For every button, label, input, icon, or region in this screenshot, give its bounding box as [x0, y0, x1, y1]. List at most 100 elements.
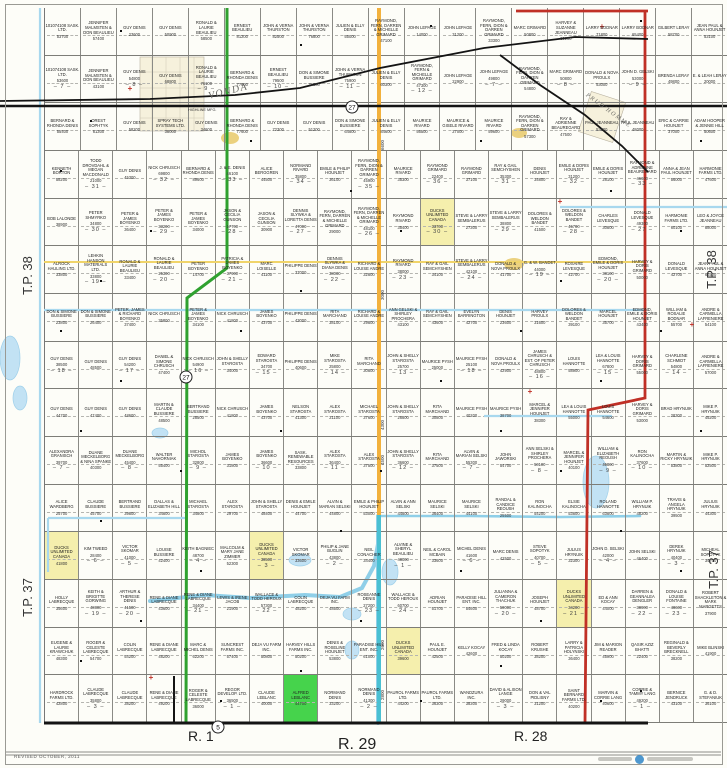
section-number: – 27 –	[289, 229, 312, 236]
parcel-owner: NICK CHRUSCH	[148, 164, 180, 170]
parcel-assessment-value: 34800	[90, 221, 102, 227]
parcel: EVELYN BARRINGTON 42700	[455, 294, 490, 341]
parcel-assessment-value: 33200	[158, 223, 170, 229]
parcel-assessment-value: 30800	[363, 367, 375, 373]
section-number: – 7 –	[462, 465, 481, 472]
parcel-owner: RONALD & LAURIE BEAULIEU	[195, 20, 217, 35]
parcel-owner: MARTIN & CLAUDE BUSSIERE	[153, 401, 175, 416]
parcel-assessment-value: 25100	[465, 362, 478, 368]
parcel: DONALD LEVESQUE 49300– 27 –	[626, 198, 660, 246]
parcel-owner: RITA MARCHAND	[425, 451, 450, 462]
parcel-owner: JULIUS HRYNUIK	[564, 547, 584, 557]
parcel: NICK CHRUSCH 41800	[216, 389, 250, 437]
parcel-owner: G. & W. BANDET	[523, 260, 556, 266]
parcel-assessment-value: 40000	[260, 701, 273, 707]
parcel: EMILE & DORIS HOUNJET 28100	[592, 151, 626, 198]
parcel-assessment-value: 28100	[602, 176, 614, 182]
parcel-assessment-value: 44800	[329, 510, 341, 516]
parcel: CHARLES LEVESQUE 30800	[592, 198, 626, 246]
section-number: – 19 –	[528, 272, 551, 279]
parcel-owner: JASON & CECILIA GUNSON	[257, 211, 276, 226]
parcel: STEVE & LARRY SEMBALERUS 27300	[455, 198, 490, 246]
section-number: – 32 –	[153, 176, 175, 183]
section-number: – 8 –	[557, 81, 575, 88]
parcel-owner: CLAUDE LABRECQUE	[83, 686, 109, 697]
parcel: ERIC & CARRIE HOUNJET 37000	[656, 103, 693, 151]
parcel-assessment-value: 36600	[397, 459, 409, 465]
parcel: DONALD & NOVA PROULX 41700	[489, 246, 524, 294]
parcel-assessment-value: 36400	[568, 655, 580, 661]
parcel: RAYMOND, FERN, DION & DARREN GRIMARD 5480…	[512, 55, 549, 103]
parcel: JULIEN & ELLY DENIS 84600	[369, 103, 405, 151]
parcel-assessment-value: 76800	[308, 33, 320, 39]
parcel-assessment-value: 32300	[568, 558, 580, 564]
parcel-owner: DOLORES & WELDON BANDET	[561, 207, 586, 223]
parcel: DUCKS UNLIMITED CANADA 39600	[386, 627, 421, 675]
range-label-r29: R. 29	[338, 736, 377, 753]
parcel: PAUROL FARMS LTD. 44200	[387, 675, 421, 723]
parcel-assessment-value: 41300	[363, 698, 375, 704]
parcel: MICHEL DENIS 41600– 6 –	[455, 532, 490, 580]
parcel-owner: RICHARD & LOUISE ANDRE	[353, 261, 385, 271]
parcel-assessment-value: 27000	[452, 129, 464, 135]
parcel-assessment-value: 40200	[568, 703, 580, 709]
parcel: G. & D. STEFANIUK 36100	[694, 675, 727, 722]
section-number: – 27 –	[631, 226, 654, 233]
parcel-assessment-value: 27300	[465, 224, 478, 230]
parcel: CLAUDE LEBLANC 40000	[250, 675, 285, 723]
watermark-globe-icon	[635, 754, 644, 764]
parcel: ALEX STAROSTA 36400– 11 –	[318, 437, 353, 484]
parcel: DON & SIMONE BUSSIERE 23800	[45, 294, 80, 341]
parcel: MICHAEL STAROSTA 37600	[352, 389, 387, 437]
section-number: – 18 –	[460, 367, 483, 374]
parcel-owner: ALEX STAROSTA	[221, 499, 244, 510]
parcel-owner: CORRIE & TAMMY LANG	[628, 686, 656, 697]
parcel-assessment-value: 43700	[260, 319, 273, 325]
parcel-owner: DARREN & GEANNALEA DENGLER	[629, 589, 655, 604]
parcel-owner: WILLIAM P. HRYNUIK	[631, 499, 653, 510]
parcel-assessment-value: 42700	[465, 319, 478, 325]
parcel: GUY DENIS 50900	[153, 8, 189, 55]
parcel-owner: RENE & DIANE LABRECQUE	[149, 690, 179, 700]
parcel-assessment-value: 51700	[431, 605, 443, 611]
parcel-assessment-value: 34700	[260, 364, 273, 370]
parcel: GUY DENIS 23600	[117, 8, 153, 55]
parcel-assessment-value: 52300	[226, 560, 239, 566]
parcel-owner: LOUISE BUSSIERE	[153, 547, 175, 557]
parcel: ANNA & JEAN PAUL HOUNJET 56000	[660, 151, 694, 198]
parcel-owner: EDWARD STAROSTA	[255, 353, 278, 363]
parcel-owner: ROGER & CELESTE LABRECQUE	[185, 687, 211, 703]
parcel: QASIR AZIZ BHATTI 22400	[626, 627, 660, 675]
parcel: MAURICE SELSKI 44100	[455, 484, 490, 532]
parcel-owner: ANN GELSKI & SHIRLEY PROCHERA	[388, 306, 418, 321]
parcel-assessment-value: 29800	[363, 319, 375, 325]
section-number: – 14 –	[324, 369, 346, 376]
parcel: ALVIN & ANN SELSKI 44800	[387, 484, 421, 532]
parcel: DUCKS UNLIMITED CANADA 34200– 21 –	[557, 580, 592, 627]
parcel-owner: PATRICIA & JAMES BOYENKO	[221, 255, 244, 270]
parcel-assessment-value: 37900	[226, 271, 239, 277]
parcel-assessment-value: 35800	[90, 698, 102, 704]
parcel-assessment-value: 37900	[704, 610, 717, 616]
parcel-owner: QASIR AZIZ BHATTI	[630, 642, 654, 653]
section-number: – 33 –	[221, 176, 244, 183]
parcel-assessment-value: 51200	[308, 126, 320, 132]
parcel-owner: DUCKS UNLIMITED CANADA	[426, 207, 449, 223]
parcel-assessment-value: 33400	[124, 274, 136, 280]
parcel-owner: DON & SIMONE BUSSIERE	[299, 70, 330, 80]
parcel-assessment-value: 56000	[670, 176, 683, 182]
parcel-owner: GUY DENIS	[123, 25, 146, 31]
parcel: NEIL & CAROL MCBAIN 33600	[421, 532, 455, 580]
parcel: MIKE STAROSTA 25800– 14 –	[318, 341, 353, 389]
parcel-owner: RAYMOND RIVARD	[392, 213, 414, 224]
parcel: EDMOND, EMILE & DORIS HOUNJET 38100– 20 –	[592, 246, 626, 294]
parcel-owner: MICHAEL STAROSTA	[187, 499, 209, 510]
parcel: 101074108 SASK. LTD. 53700	[45, 8, 81, 55]
parcel: ALEX STAROSTA 29700	[216, 484, 250, 532]
parcel-assessment-value: 36300	[431, 701, 443, 707]
parcel: PHILIP & JANE BUGLIN 43800– 2 –	[318, 532, 353, 580]
parcel-assessment-value: 50200	[294, 653, 307, 659]
parcel-owner: MIKE STAROSTA	[324, 353, 346, 363]
parcel-owner: JOHN LEPAGE	[443, 72, 473, 78]
section-number: – 9 –	[629, 81, 647, 88]
